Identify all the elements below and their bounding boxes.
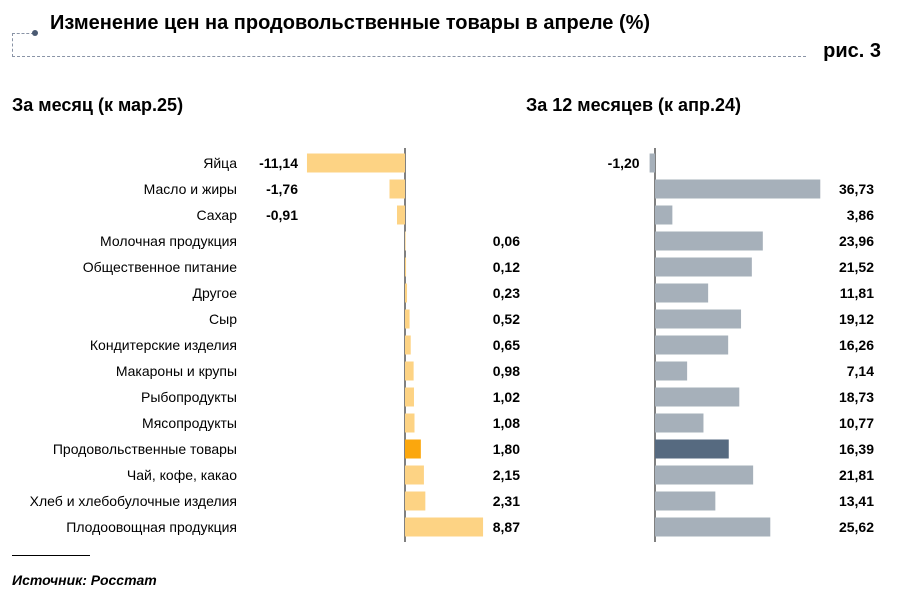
month-bar: [405, 309, 410, 329]
month-data-label: -11,14: [259, 155, 298, 171]
source-rule: [12, 555, 90, 556]
category-label: Мясопродукты: [142, 415, 237, 431]
month-data-label: 2,15: [493, 467, 520, 483]
category-label: Другое: [193, 285, 238, 301]
year-bar: [655, 387, 740, 407]
right-panel-title: За 12 месяцев (к апр.24): [526, 95, 741, 115]
year-bar: [655, 413, 704, 433]
month-bar: [405, 439, 421, 459]
year-data-label: 7,14: [847, 363, 874, 379]
category-label: Чай, кофе, какао: [127, 467, 237, 483]
year-data-label: 13,41: [839, 493, 874, 509]
year-bar: [655, 361, 688, 381]
month-data-label: 0,98: [493, 363, 520, 379]
month-data-label: 0,06: [493, 233, 520, 249]
month-data-label: 0,12: [493, 259, 520, 275]
figure-label: рис. 3: [823, 40, 881, 62]
title-frame-top: [12, 33, 34, 34]
category-label: Сахар: [197, 207, 238, 223]
category-label: Рыбопродукты: [141, 389, 237, 405]
month-bar: [405, 517, 484, 537]
month-bar: [405, 387, 414, 407]
source-note: Источник: Росстат: [12, 572, 157, 588]
month-data-label: 1,08: [493, 415, 520, 431]
chart-title: Изменение цен на продовольственные товар…: [50, 12, 651, 34]
year-bar: [655, 309, 742, 329]
year-bar: [655, 179, 821, 199]
year-data-label: 3,86: [847, 207, 874, 223]
month-data-label: 0,52: [493, 311, 520, 327]
year-data-label: 18,73: [839, 389, 874, 405]
year-bar: [655, 205, 673, 225]
year-bar: [649, 153, 655, 173]
category-label: Макароны и крупы: [116, 363, 237, 379]
year-data-label: 11,81: [840, 285, 874, 301]
title-frame: [12, 33, 806, 57]
category-label: Яйца: [203, 155, 237, 171]
category-label: Молочная продукция: [100, 233, 237, 249]
month-data-label: 1,80: [493, 441, 520, 457]
year-bar: [655, 257, 752, 277]
month-data-label: 1,02: [493, 389, 520, 405]
month-data-label: 0,65: [493, 337, 520, 353]
year-bar: [655, 465, 754, 485]
month-data-label: 8,87: [493, 519, 520, 535]
year-bar: [655, 517, 771, 537]
month-bar: [405, 413, 415, 433]
month-bar: [306, 153, 405, 173]
year-data-label: 21,81: [839, 467, 874, 483]
year-bar: [655, 231, 763, 251]
year-data-label: 21,52: [839, 259, 874, 275]
month-data-label: 2,31: [493, 493, 520, 509]
year-data-label: -1,20: [608, 155, 640, 171]
title-bullet-icon: [32, 30, 38, 36]
category-label: Общественное питание: [83, 259, 237, 275]
year-data-label: 10,77: [839, 415, 874, 431]
month-bar: [405, 465, 424, 485]
month-bar: [405, 335, 411, 355]
category-label: Плодоовощная продукция: [66, 519, 237, 535]
month-bar: [389, 179, 405, 199]
month-bar: [405, 283, 408, 303]
category-label: Масло и жиры: [144, 181, 237, 197]
month-bar: [405, 491, 426, 511]
month-bar: [405, 231, 406, 251]
category-label: Кондитерские изделия: [90, 337, 237, 353]
year-data-label: 16,39: [839, 441, 874, 457]
month-bar: [405, 257, 407, 277]
year-data-label: 23,96: [839, 233, 874, 249]
year-data-label: 16,26: [839, 337, 874, 353]
year-data-label: 25,62: [839, 519, 874, 535]
left-panel-title: За месяц (к мар.25): [12, 95, 184, 115]
year-bar: [655, 335, 729, 355]
month-bar: [405, 361, 414, 381]
year-bar: [655, 491, 716, 511]
year-data-label: 19,12: [839, 311, 874, 327]
category-label: Продовольственные товары: [53, 441, 237, 457]
category-label: Сыр: [209, 311, 237, 327]
year-bar: [655, 283, 709, 303]
month-data-label: -1,76: [266, 181, 298, 197]
month-bar: [396, 205, 405, 225]
year-bar: [655, 439, 729, 459]
month-data-label: -0,91: [266, 207, 298, 223]
year-data-label: 36,73: [839, 181, 874, 197]
category-label: Хлеб и хлебобулочные изделия: [30, 493, 237, 509]
month-data-label: 0,23: [493, 285, 520, 301]
